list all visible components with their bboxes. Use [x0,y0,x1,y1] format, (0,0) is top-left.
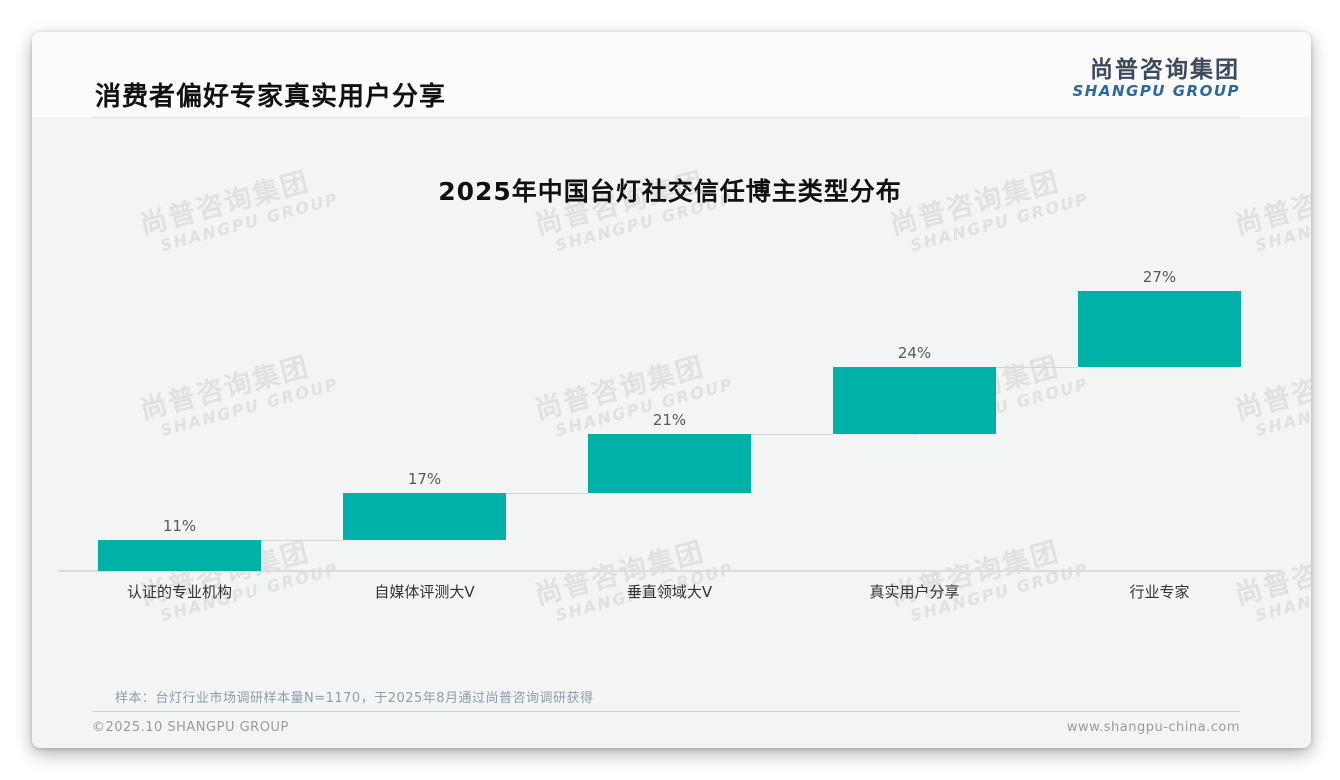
chart-bar [98,540,261,571]
sample-note: 样本：台灯行业市场调研样本量N=1170，于2025年8月通过尚普咨询调研获得 [115,691,594,706]
logo-english-text: SHANGPU GROUP [1072,82,1240,101]
header-divider [92,117,1240,118]
step-connector-line [261,540,343,542]
shangpu-logo: 尚普咨询集团 SHANGPU GROUP [1072,57,1240,101]
category-label: 真实用户分享 [869,583,960,601]
category-label: 垂直领域大V [626,583,713,601]
waterfall-chart: 11% 认证的专业机构 17% 自媒体评测大V 21% 垂直领域大V 24% 真实用户分享 27… [32,32,1311,748]
step-connector-line [506,492,588,494]
step-connector-line [996,366,1078,368]
page-title: 消费者偏好专家真实用户分享 [95,82,447,112]
bar-value-label: 11% [162,517,197,536]
card-header [32,32,1311,117]
chart-bar [1078,291,1241,367]
website-url: www.shangpu-china.com [1066,720,1240,735]
chart-bar [588,433,751,493]
category-label: 行业专家 [1129,583,1190,601]
chart-title: 2025年中国台灯社交信任博主类型分布 [438,177,902,206]
report-card: 消费者偏好专家真实用户分享 尚普咨询集团 SHANGPU GROUP 尚普咨询集… [32,32,1311,748]
copyright-text: ©2025.10 SHANGPU GROUP [92,720,289,735]
x-axis-line [58,570,1282,572]
chart-bar [833,366,996,434]
category-label: 认证的专业机构 [126,583,232,601]
logo-chinese-text: 尚普咨询集团 [1090,57,1240,83]
bar-value-label: 24% [897,343,932,362]
chart-bar [343,492,506,541]
bar-value-label: 17% [407,469,442,488]
bar-value-label: 27% [1142,268,1177,286]
step-connector-line [751,433,833,435]
footer-divider [92,711,1240,712]
category-label: 自媒体评测大V [374,583,475,601]
bar-value-label: 21% [652,410,687,429]
